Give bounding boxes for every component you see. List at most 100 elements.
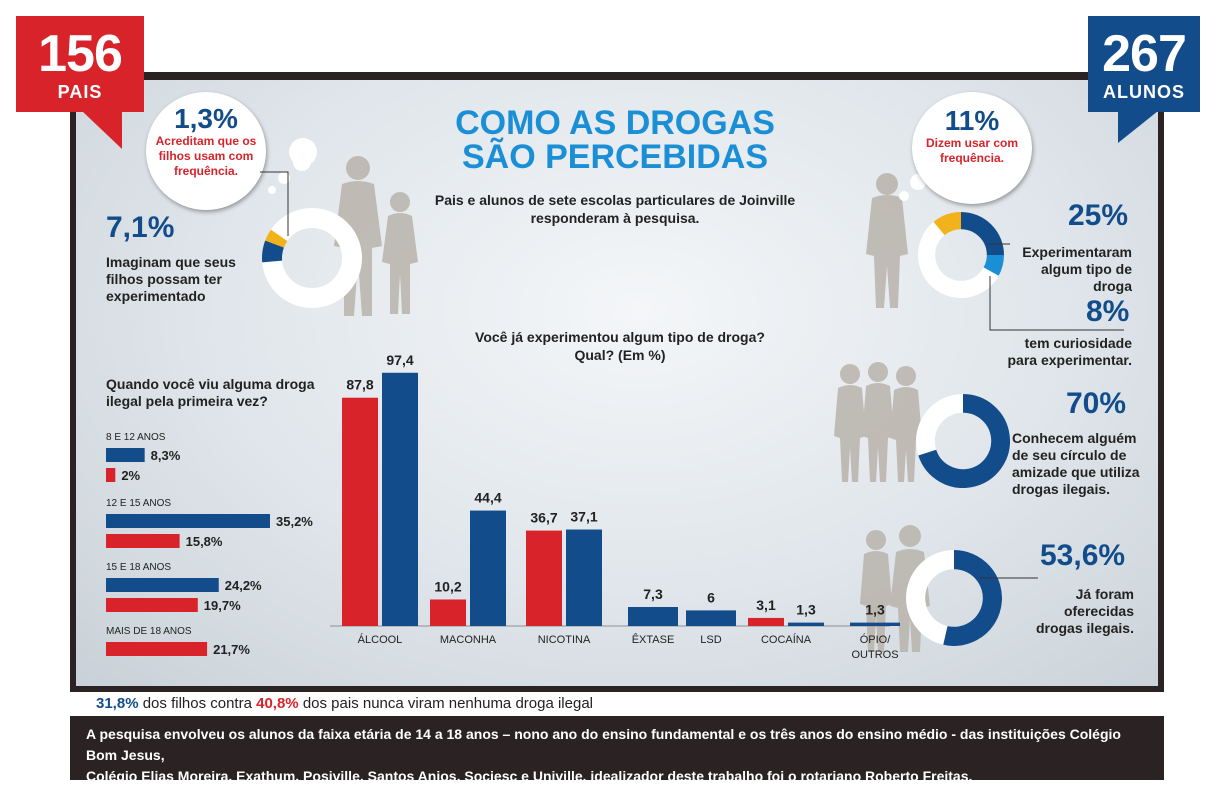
student-offered-connector [980, 577, 1038, 579]
age-group-label: 8 E 12 ANOS [106, 432, 166, 443]
category-label: ÓPIO/ [860, 633, 892, 646]
bar-label-alunos: 37,1 [570, 509, 597, 525]
student-frequency-text-1: Dizem usar com [925, 136, 1019, 150]
badge-pais-tail [82, 111, 122, 149]
badge-alunos: 267 ALUNOS [1088, 16, 1200, 112]
parents-imagine-text-3: experimentado [106, 288, 206, 304]
hbar-pais [106, 598, 198, 612]
subtitle-line1: Pais e alunos de sete escolas particular… [434, 192, 796, 208]
summary-text2: dos pais nunca viram nenhuma droga ilega… [298, 695, 594, 712]
student-know-pct: 70% [1066, 387, 1127, 420]
bar-label-pais: 36,7 [530, 510, 557, 526]
bar-pais [342, 397, 378, 626]
summary-pct2: 40,8% [256, 695, 299, 712]
drug-chart-title-2: Qual? (Em %) [574, 347, 666, 363]
footer-note-1: A pesquisa envolveu os alunos da faixa e… [86, 726, 1121, 763]
subtitle-line2: responderam à pesquisa. [530, 210, 700, 226]
footer-note: A pesquisa envolveu os alunos da faixa e… [70, 716, 1164, 784]
student-offered-text: Já foram oferecidas drogas ilegais. [1010, 586, 1134, 637]
student-silhouette-icon [866, 173, 908, 308]
parents-frequency-text-1: Acreditam que os [155, 134, 257, 148]
category-label: ÁLCOOL [358, 633, 403, 646]
hbar-pais [106, 534, 180, 548]
donut-slice-know [918, 394, 1010, 488]
student-offered-donut-chart [906, 550, 1002, 646]
hbar-pais [106, 642, 208, 656]
bar-label-alunos: 6 [707, 589, 715, 605]
hbar-alunos [106, 514, 270, 528]
bar-alunos [566, 529, 602, 626]
badge-alunos-label: ALUNOS [1103, 82, 1185, 102]
category-label: LSD [700, 634, 721, 646]
bar-pais [430, 599, 466, 626]
student-tried-donut-chart [918, 212, 1004, 298]
friends-silhouette-icon [834, 362, 922, 482]
parents-imagine-text-2: filhos possam ter [106, 271, 222, 287]
student-tried-text-2: algum tipo de droga [1041, 261, 1132, 294]
badge-pais-number: 156 [38, 25, 123, 83]
donut-slice-use-frequently [933, 212, 962, 236]
donut-slice-may-have-tried [262, 240, 285, 263]
first-seen-chart-title-1: Quando você viu alguma droga [106, 376, 315, 392]
student-know-text-4: drogas ilegais. [1012, 481, 1111, 497]
bar-label-pais: 3,1 [756, 597, 776, 613]
page-title-line1: COMO AS DROGAS [455, 104, 775, 142]
hbar-value-label: 35,2% [276, 514, 313, 529]
parents-frequency-bubble: 1,3% Acreditam que os filhos usam com fr… [146, 92, 266, 210]
footer-note-2: Colégio Elias Moreira, Exathum, Posivill… [86, 768, 973, 784]
parents-thought-extra [289, 138, 317, 166]
badge-alunos-tail [1118, 111, 1158, 143]
drug-bar-chart: 87,8 97,4 ÁLCOOL 10,2 44,4 MACONHA 36,7 37,1 NIC… [330, 352, 900, 661]
category-label: ÊXTASE [632, 633, 675, 646]
parents-frequency-text-3: frequência. [173, 164, 239, 178]
first-seen-chart-title: Quando você viu alguma droga ilegal pela… [106, 376, 314, 410]
bar-label-alunos: 1,3 [796, 602, 816, 618]
drug-chart-title-1: Você já experimentou algum tipo de droga… [475, 329, 765, 345]
student-know-donut-chart [916, 394, 1010, 488]
bar-alunos [686, 610, 736, 626]
parents-imagine-pct: 7,1% [106, 211, 175, 244]
student-curious-text-2: para experimentar. [1007, 352, 1132, 368]
parents-imagine-text-1: Imaginam que seus [106, 254, 236, 270]
donut-slice-use-frequently [265, 229, 288, 248]
hbar-value-label: 24,2% [225, 578, 262, 593]
age-group-label: 15 E 18 ANOS [106, 562, 171, 573]
student-offered-pct: 53,6% [1040, 539, 1126, 572]
donut-slice-offered [943, 550, 1002, 646]
student-know-text-1: Conhecem alguém [1012, 430, 1137, 446]
hbar-alunos [106, 448, 145, 462]
bar-label-alunos: 1,3 [865, 602, 885, 618]
parents-frequency-pct: 1,3% [174, 103, 238, 134]
student-know-text: Conhecem alguém de seu círculo de amizad… [1012, 430, 1140, 498]
student-curious-text: tem curiosidade para experimentar. [1000, 335, 1132, 369]
hbar-alunos [106, 578, 219, 592]
bar-label-pais: 10,2 [434, 578, 461, 594]
badge-pais-label: PAIS [57, 82, 103, 102]
bar-alunos [850, 622, 900, 626]
parents-donut-chart [262, 208, 362, 308]
parents-imagine-text: Imaginam que seus filhos possam ter expe… [106, 254, 236, 305]
parents-frequency-text-2: filhos usam com [158, 149, 254, 163]
student-offered-text-2: drogas ilegais. [1035, 620, 1134, 636]
summary-text1: dos filhos contra [138, 695, 257, 712]
student-curious-text-1: tem curiosidade [1024, 335, 1132, 351]
bar-alunos [788, 622, 824, 626]
bar-label-pais: 87,8 [346, 377, 373, 393]
donut-slice-curious [983, 254, 1004, 276]
badge-alunos-number: 267 [1102, 25, 1187, 83]
first-seen-bar-chart: 8 E 12 ANOS 8,3% 2% 12 E 15 ANOS 35,2% 15,8% 1… [106, 432, 313, 657]
student-tried-text: Experimentaram algum tipo de droga [1014, 244, 1132, 295]
bar-pais [748, 617, 784, 626]
category-label: MACONHA [440, 634, 497, 646]
summary-pct1: 31,8% [96, 695, 139, 712]
student-curious-pct: 8% [1086, 295, 1130, 328]
subtitle: Pais e alunos de sete escolas particular… [420, 191, 810, 227]
hbar-value-label: 15,8% [186, 534, 223, 549]
student-know-text-2: de seu círculo de [1012, 447, 1127, 463]
category-label: COCAÍNA [761, 633, 812, 646]
age-group-label: 12 E 15 ANOS [106, 498, 171, 509]
first-seen-chart-title-2: ilegal pela primeira vez? [106, 393, 268, 409]
bar-alunos [382, 372, 418, 626]
hbar-pais [106, 468, 116, 482]
student-connector-lines [988, 243, 1124, 331]
